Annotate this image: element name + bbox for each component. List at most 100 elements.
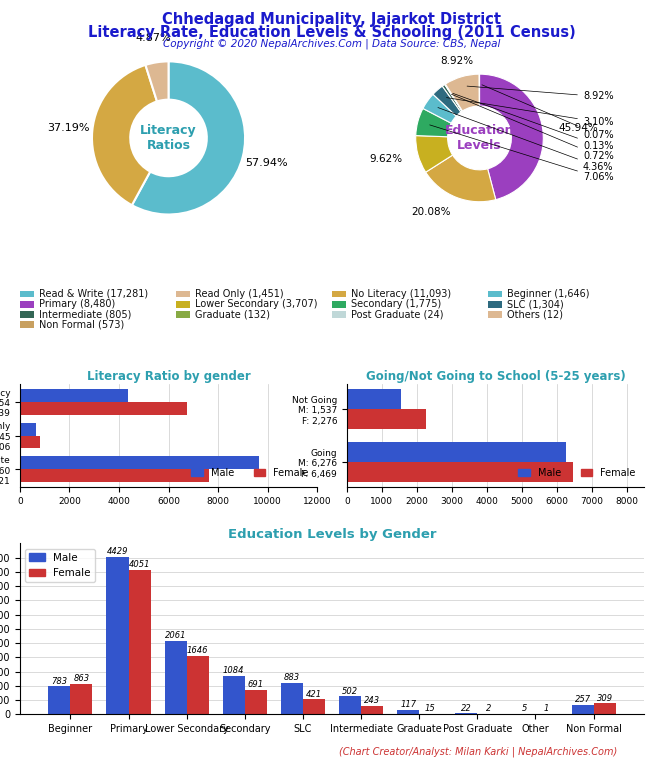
Bar [332,301,346,308]
Text: 8.92%: 8.92% [467,86,614,101]
Bar [456,713,477,714]
Text: No Literacy (11,093): No Literacy (11,093) [351,289,451,299]
Bar [20,435,40,449]
Text: 7.06%: 7.06% [430,125,614,183]
Bar [332,290,346,297]
Text: 863: 863 [73,674,90,683]
Text: 2061: 2061 [165,631,187,641]
Text: Chhedagad Municipality, Jajarkot District: Chhedagad Municipality, Jajarkot Distric… [163,12,501,27]
Bar [488,311,502,318]
Text: 257: 257 [574,695,591,704]
Legend: Male, Female: Male, Female [25,548,95,582]
Text: 15: 15 [425,704,436,713]
Wedge shape [423,94,456,123]
Text: Education
Levels: Education Levels [445,124,515,152]
Bar [20,290,34,297]
Bar [347,442,566,462]
Text: 502: 502 [342,687,358,696]
Wedge shape [92,65,157,205]
Bar [176,301,190,308]
Wedge shape [416,108,452,137]
Bar [48,687,70,714]
Text: 37.19%: 37.19% [46,123,89,133]
Bar [245,690,267,714]
Text: Literacy
Ratios: Literacy Ratios [140,124,197,152]
Bar [20,456,259,469]
Text: 309: 309 [596,694,613,703]
Text: 5: 5 [522,704,527,713]
Bar [303,699,325,714]
Bar [339,697,361,714]
Title: Literacy Ratio by gender: Literacy Ratio by gender [87,370,250,383]
Bar [20,389,127,402]
Bar [106,557,129,714]
Text: 4.36%: 4.36% [438,108,614,172]
Text: Primary (8,480): Primary (8,480) [39,300,115,310]
Text: 0.13%: 0.13% [453,93,614,151]
Wedge shape [433,86,461,116]
Bar [20,301,34,308]
Text: 117: 117 [400,700,416,710]
Text: 22: 22 [461,703,471,713]
Text: 2: 2 [485,704,491,713]
Text: Secondary (1,775): Secondary (1,775) [351,300,441,310]
Text: 883: 883 [284,673,300,682]
Legend: Male, Female: Male, Female [515,464,639,482]
Bar [332,311,346,318]
Bar [176,290,190,297]
Text: Lower Secondary (3,707): Lower Secondary (3,707) [195,300,317,310]
Text: 0.07%: 0.07% [482,84,614,140]
Text: Graduate (132): Graduate (132) [195,310,270,319]
Bar [70,684,92,714]
Text: 9.62%: 9.62% [369,154,402,164]
Bar [347,462,573,482]
Bar [176,311,190,318]
Text: 4051: 4051 [129,561,150,569]
Text: 421: 421 [306,690,322,699]
Bar [488,301,502,308]
Bar [20,311,34,318]
Wedge shape [145,61,169,101]
Bar [20,469,208,482]
Bar [165,641,187,714]
Text: 783: 783 [51,677,68,686]
Text: 8.92%: 8.92% [441,56,473,66]
Bar [347,409,426,429]
Text: Read & Write (17,281): Read & Write (17,281) [39,289,148,299]
Text: Intermediate (805): Intermediate (805) [39,310,131,319]
Bar [20,402,187,415]
Bar [572,705,594,714]
Bar [187,656,208,714]
Text: 57.94%: 57.94% [245,158,288,168]
Bar [20,422,36,435]
Wedge shape [445,84,462,111]
Bar [281,683,303,714]
Bar [20,321,34,328]
Bar [361,706,383,714]
Wedge shape [445,84,462,111]
Text: 243: 243 [364,696,380,705]
Bar [222,676,245,714]
Text: 4.87%: 4.87% [135,33,171,43]
Legend: Male, Female: Male, Female [187,464,312,482]
Bar [594,703,616,714]
Text: Copyright © 2020 NepalArchives.Com | Data Source: CBS, Nepal: Copyright © 2020 NepalArchives.Com | Dat… [163,38,501,49]
Text: Beginner (1,646): Beginner (1,646) [507,289,589,299]
Title: Education Levels by Gender: Education Levels by Gender [228,528,436,541]
Wedge shape [479,74,543,200]
Bar [397,710,419,714]
Text: (Chart Creator/Analyst: Milan Karki | NepalArchives.Com): (Chart Creator/Analyst: Milan Karki | Ne… [339,746,618,756]
Wedge shape [416,136,453,172]
Wedge shape [426,155,496,202]
Bar [129,570,151,714]
Wedge shape [132,61,245,214]
Text: 20.08%: 20.08% [411,207,450,217]
Text: 0.72%: 0.72% [452,94,614,161]
Text: Others (12): Others (12) [507,310,563,319]
Wedge shape [446,74,479,111]
Title: Going/Not Going to School (5-25 years): Going/Not Going to School (5-25 years) [366,370,625,383]
Text: 45.94%: 45.94% [558,123,598,133]
Text: Literacy Rate, Education Levels & Schooling (2011 Census): Literacy Rate, Education Levels & School… [88,25,576,40]
Text: Post Graduate (24): Post Graduate (24) [351,310,444,319]
Text: 691: 691 [248,680,264,689]
